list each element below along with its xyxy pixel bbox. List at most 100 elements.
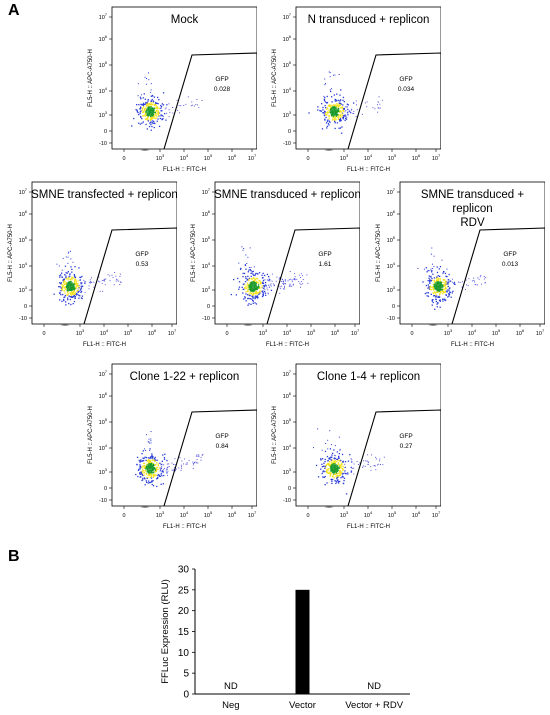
y-tick-label: 0 [24, 304, 27, 310]
event-dot [192, 463, 194, 464]
event-dot [331, 101, 333, 103]
event-dot [155, 113, 157, 115]
event-dot [196, 462, 198, 464]
event-dot [441, 259, 443, 261]
event-dot [442, 298, 444, 300]
event-dot [150, 123, 152, 126]
event-dot [453, 281, 456, 284]
event-dot [343, 480, 345, 482]
event-dot [331, 96, 333, 98]
event-dot [152, 114, 155, 116]
event-dot [333, 477, 335, 479]
event-dot [240, 267, 242, 270]
event-dot [112, 277, 114, 278]
event-dot [355, 116, 357, 117]
event-dot [364, 102, 366, 104]
event-dot [158, 475, 161, 477]
event-dot [329, 458, 331, 460]
event-dot [191, 101, 193, 103]
event-dot [447, 289, 449, 291]
event-dot [322, 471, 324, 473]
event-dot [166, 104, 168, 106]
event-dot [436, 276, 438, 278]
event-dot [266, 273, 269, 276]
event-dot [428, 275, 430, 277]
event-dot [237, 277, 239, 280]
gate-value: 0.034 [398, 86, 415, 93]
event-dot [341, 107, 343, 109]
event-dot [65, 275, 67, 277]
event-dot [438, 290, 440, 292]
event-dot [161, 471, 163, 473]
y-tick-label: 104 [202, 261, 211, 270]
event-dot [245, 288, 247, 290]
x-tick-label: 104 [100, 328, 109, 337]
event-dot [431, 300, 433, 302]
event-dot [444, 288, 446, 290]
event-dot [142, 468, 144, 471]
event-dot [345, 473, 347, 475]
event-dot [467, 285, 469, 287]
event-dot [336, 475, 338, 477]
event-dot [153, 115, 155, 117]
x-tick-label: 103 [340, 153, 349, 162]
event-dot [159, 467, 161, 469]
event-dot [258, 272, 261, 274]
event-dot [341, 473, 344, 475]
event-dot [339, 110, 341, 112]
event-dot [155, 470, 157, 472]
event-dot [320, 110, 322, 112]
event-dot [279, 292, 281, 294]
event-dot [79, 276, 81, 278]
event-dot [64, 292, 66, 294]
event-dot [331, 462, 333, 464]
event-dot [76, 286, 78, 288]
event-dot [75, 286, 77, 288]
event-dot [339, 471, 341, 473]
event-dot [248, 297, 250, 300]
event-dot [148, 441, 150, 443]
x-axis-label: FL1-H :: FITC-H [347, 167, 390, 173]
event-dot [366, 460, 368, 462]
event-dot [70, 303, 72, 306]
event-dot [142, 474, 144, 477]
event-dot [343, 101, 345, 103]
event-dot [74, 279, 76, 281]
event-dot [166, 112, 168, 114]
event-dot [140, 110, 142, 112]
event-dot [257, 282, 260, 284]
event-dot [247, 275, 249, 277]
event-dot [449, 292, 451, 294]
event-dot [153, 104, 155, 107]
y-tick-label: 107 [283, 12, 292, 21]
event-dot [283, 283, 285, 285]
event-dot [324, 114, 326, 117]
event-dot [169, 111, 171, 113]
event-dot [326, 482, 328, 484]
event-dot [142, 104, 145, 107]
x-tick-label: 105 [388, 153, 397, 162]
event-dot [58, 286, 60, 288]
event-dot [446, 276, 448, 278]
flow-title: SMNE transduced + replicon [214, 189, 360, 201]
event-dot [156, 469, 158, 471]
event-dot [345, 117, 347, 119]
event-dot [72, 277, 74, 279]
event-dot [323, 112, 325, 114]
event-dot [335, 105, 337, 107]
event-dot [327, 463, 329, 465]
event-dot [431, 299, 433, 301]
event-dot [174, 464, 176, 466]
event-dot [246, 278, 249, 280]
event-dot [148, 115, 150, 117]
event-dot [267, 292, 269, 294]
event-dot [147, 105, 149, 107]
event-dot [66, 294, 68, 296]
event-dot [168, 466, 170, 467]
y-tick-label: 105 [19, 235, 28, 244]
event-dot [247, 290, 249, 292]
event-dot [323, 99, 326, 102]
event-dot [253, 280, 255, 282]
event-dot [353, 102, 355, 104]
event-dot [339, 118, 342, 120]
